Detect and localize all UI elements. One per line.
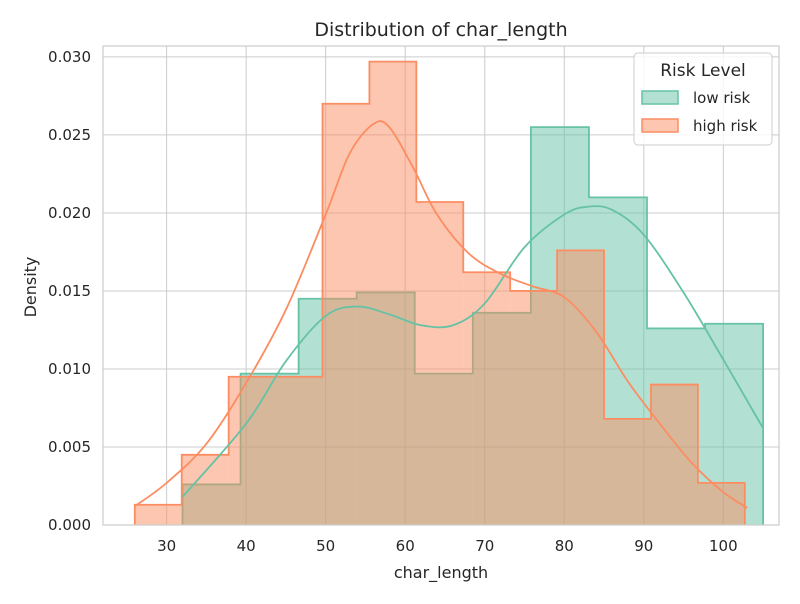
axes-layer xyxy=(102,45,780,526)
y-tick-label: 0.000 xyxy=(48,516,91,534)
step-outline-high-risk xyxy=(133,60,746,525)
bar-high-risk xyxy=(275,376,323,525)
x-tick-label: 70 xyxy=(475,537,494,555)
y-tick-label: 0.015 xyxy=(48,282,91,300)
bar-high-risk xyxy=(134,504,182,525)
bar-high-risk xyxy=(228,376,276,525)
x-axis-label: char_length xyxy=(394,563,488,583)
kde-line-low-risk xyxy=(181,205,764,498)
legend: Risk Level low risk high risk xyxy=(633,52,773,146)
legend-label-low-risk: low risk xyxy=(693,89,751,107)
legend-label-high-risk: high risk xyxy=(693,117,758,135)
x-tick-label: 100 xyxy=(709,537,738,555)
bars-layer xyxy=(133,60,764,526)
bar-high-risk xyxy=(369,61,417,526)
bar-high-risk xyxy=(416,202,464,525)
plot-frame xyxy=(102,45,780,526)
bar-high-risk xyxy=(322,103,370,525)
y-tick-label: 0.020 xyxy=(48,204,91,222)
x-tick-label: 30 xyxy=(157,537,176,555)
y-tick-label: 0.010 xyxy=(48,360,91,378)
kde-layer xyxy=(134,120,764,509)
y-axis-label: Density xyxy=(21,257,40,318)
bar-high-risk xyxy=(697,482,745,525)
y-tick-label: 0.030 xyxy=(48,48,91,66)
y-tick-label: 0.025 xyxy=(48,126,91,144)
bar-high-risk xyxy=(557,250,605,525)
x-tick-label: 60 xyxy=(396,537,415,555)
x-tick-label: 90 xyxy=(634,537,653,555)
chart-title: Distribution of char_length xyxy=(314,19,567,41)
bar-high-risk xyxy=(604,418,651,525)
x-tick-label: 50 xyxy=(316,537,335,555)
kde-line-high-risk xyxy=(134,120,748,509)
ticks-layer: 30 40 50 60 70 80 90 100 0.000 0.005 0.010 0.015 0.0… xyxy=(48,48,738,555)
legend-title: Risk Level xyxy=(660,61,746,81)
legend-swatch-low-risk xyxy=(641,90,679,105)
bar-high-risk xyxy=(650,384,698,525)
x-tick-label: 80 xyxy=(555,537,574,555)
bar-high-risk xyxy=(463,272,511,525)
y-tick-label: 0.005 xyxy=(48,438,91,456)
legend-swatch-high-risk xyxy=(641,118,679,133)
x-tick-label: 40 xyxy=(237,537,256,555)
bar-high-risk xyxy=(510,290,558,525)
